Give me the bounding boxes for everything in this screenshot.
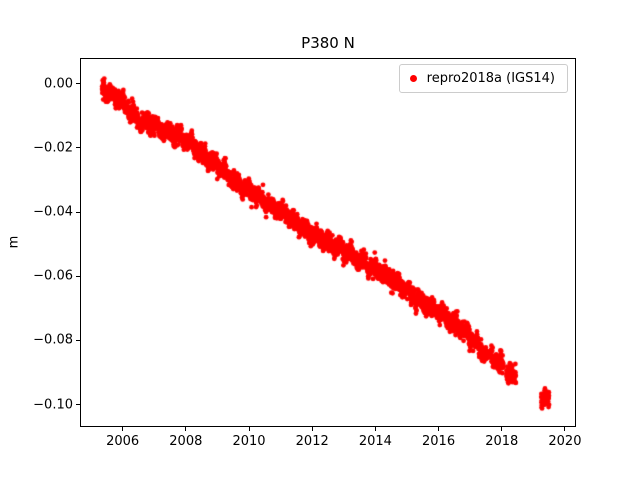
- y-tick-label: −0.08: [33, 332, 73, 348]
- y-tick-mark: [76, 147, 80, 149]
- x-tick-label: 2018: [485, 434, 519, 449]
- x-tick-label: 2008: [169, 434, 203, 449]
- x-tick-label: 2006: [106, 434, 140, 449]
- x-tick-mark: [438, 427, 440, 431]
- y-tick-label: 0.00: [44, 76, 73, 92]
- x-tick-mark: [185, 427, 187, 431]
- x-tick-mark: [122, 427, 124, 431]
- y-tick-label: −0.04: [33, 204, 73, 220]
- y-tick-label: −0.02: [33, 140, 73, 156]
- x-tick-label: 2012: [295, 434, 329, 449]
- y-tick-mark: [76, 275, 80, 277]
- x-tick-label: 2016: [422, 434, 456, 449]
- x-tick-mark: [564, 427, 566, 431]
- x-tick-mark: [311, 427, 313, 431]
- y-axis-label: m: [6, 235, 22, 249]
- y-tick-mark: [76, 211, 80, 213]
- x-tick-label: 2010: [232, 434, 266, 449]
- legend-entry-label: repro2018a (IGS14): [426, 71, 555, 86]
- x-tick-mark: [248, 427, 250, 431]
- y-tick-mark: [76, 404, 80, 406]
- x-tick-label: 2014: [358, 434, 392, 449]
- legend: repro2018a (IGS14): [398, 64, 568, 93]
- scatter-series-canvas: [80, 58, 576, 427]
- x-tick-label: 2020: [548, 434, 582, 449]
- legend-marker-dot-icon: [409, 75, 417, 82]
- x-tick-mark: [374, 427, 376, 431]
- chart-title: P380 N: [301, 34, 355, 52]
- x-tick-mark: [501, 427, 503, 431]
- y-tick-mark: [76, 83, 80, 85]
- y-tick-label: −0.10: [33, 397, 73, 413]
- y-tick-label: −0.06: [33, 268, 73, 284]
- y-tick-mark: [76, 339, 80, 341]
